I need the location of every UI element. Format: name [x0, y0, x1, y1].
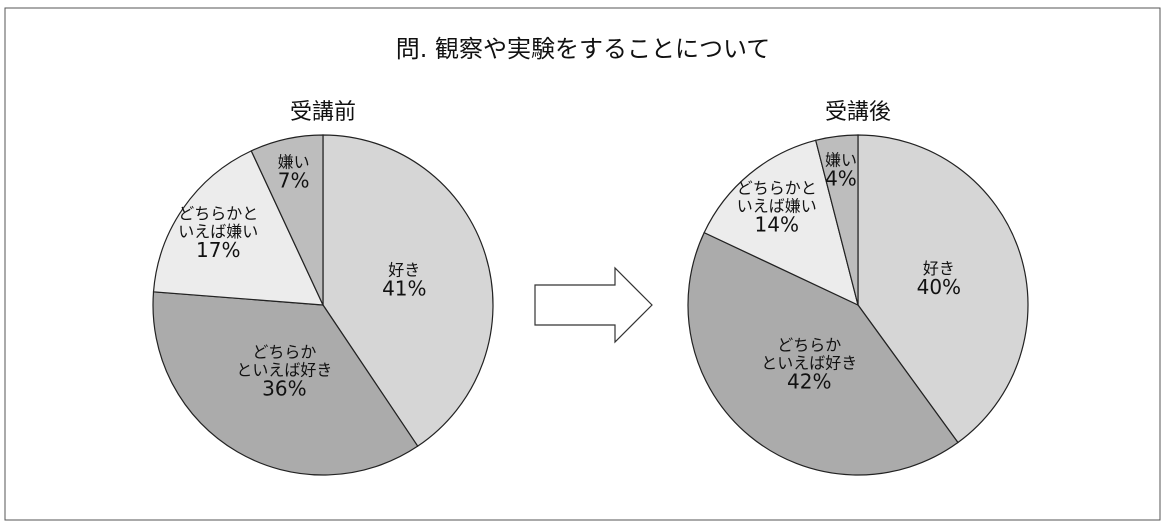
pie-slice — [687, 231, 959, 476]
slice-label: いえば嫌い — [737, 196, 817, 215]
slice-value-label: 7% — [278, 169, 310, 193]
slice-label: といえば好き — [761, 353, 857, 372]
pie-slice — [152, 150, 324, 306]
slice-label: どちらかと — [178, 204, 258, 223]
slice-value-label: 17% — [196, 238, 240, 262]
slice-value-label: 41% — [382, 277, 426, 301]
pie-slice — [814, 134, 859, 306]
pie-title: 受講後 — [825, 100, 891, 125]
arrow — [534, 266, 653, 344]
slice-label: 好き — [388, 261, 420, 280]
slice-label: どちらかと — [737, 178, 817, 197]
slice-value-label: 42% — [787, 369, 831, 393]
slice-label: どちらか — [777, 335, 841, 354]
slice-value-label: 40% — [917, 275, 961, 299]
pie-slice — [152, 291, 419, 476]
pie-slice — [857, 134, 1029, 444]
slice-value-label: 4% — [825, 167, 857, 191]
pie-slice — [250, 134, 324, 306]
chart-title: 問. 観察や実験をすることについて — [396, 35, 771, 63]
slice-label: 好き — [923, 259, 955, 278]
slice-label: どちらか — [252, 343, 316, 362]
slice-value-label: 36% — [262, 377, 306, 401]
pie-slice — [322, 134, 494, 447]
slice-label: といえば好き — [236, 361, 332, 380]
slice-label: 嫌い — [825, 151, 857, 170]
pie-slice — [703, 139, 859, 307]
slice-label: 嫌い — [278, 153, 310, 172]
slice-value-label: 14% — [755, 212, 799, 236]
pie-title: 受講前 — [290, 100, 356, 125]
slice-label: いえば嫌い — [178, 222, 258, 241]
